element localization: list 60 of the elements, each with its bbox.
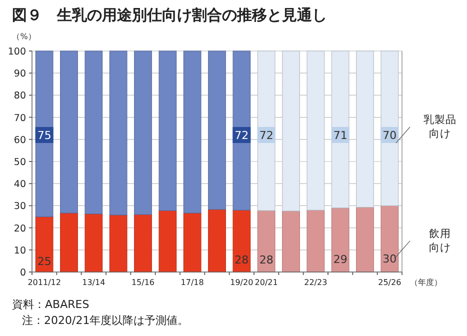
bar xyxy=(84,214,103,272)
bar xyxy=(331,208,350,272)
bar xyxy=(158,50,177,211)
x-tick-label: 17/18 xyxy=(180,278,204,287)
y-tick-label: 30 xyxy=(14,201,26,212)
y-tick-label: 20 xyxy=(14,223,26,234)
y-tick-label: 10 xyxy=(14,245,26,256)
data-label: 70 xyxy=(382,128,397,142)
bar xyxy=(35,216,54,272)
data-label: 72 xyxy=(259,128,274,142)
bar xyxy=(380,205,399,272)
y-tick-label: 50 xyxy=(14,157,26,168)
bar xyxy=(84,50,103,214)
chart-title: 図９ 生乳の用途別仕向け割合の推移と見通し xyxy=(12,6,327,24)
data-label: 28 xyxy=(259,254,274,267)
x-tick-label: 13/14 xyxy=(82,278,106,287)
bar xyxy=(60,212,78,272)
text: 資料：ABARES xyxy=(12,298,90,311)
bar xyxy=(35,50,54,218)
x-tick-label: 20/21 xyxy=(254,278,278,287)
x-tick-label: 22/23 xyxy=(304,278,328,287)
y-tick-label: 80 xyxy=(14,90,26,102)
y-tick-label: 70 xyxy=(14,112,26,124)
bar xyxy=(282,210,300,272)
data-label: 71 xyxy=(333,128,348,142)
bar xyxy=(306,210,325,272)
x-tick-label: 2011/12 xyxy=(28,278,61,287)
bar xyxy=(109,214,128,272)
x-tick-label: 19/20 xyxy=(230,278,254,287)
y-axis-title: （%） xyxy=(12,32,36,41)
text: 飲用向け xyxy=(429,228,451,254)
x-axis-title: （年度） xyxy=(410,278,442,287)
y-tick-label: 40 xyxy=(14,179,26,190)
bar xyxy=(183,50,202,214)
bar xyxy=(208,50,226,210)
y-tick-label: 90 xyxy=(14,68,26,80)
data-label: 25 xyxy=(37,254,52,268)
text: 注：2020/21年度以降は予測値。 xyxy=(22,314,189,327)
y-tick-label: 60 xyxy=(14,134,26,146)
data-label: 28 xyxy=(234,254,249,267)
data-label: 75 xyxy=(37,128,52,142)
bar xyxy=(183,212,202,272)
text: 乳製品向け xyxy=(424,112,456,140)
x-tick-label: 15/16 xyxy=(131,278,155,287)
data-label: 72 xyxy=(234,128,249,142)
x-tick-label: 25/26 xyxy=(378,278,402,287)
y-tick-label: 0 xyxy=(20,268,26,278)
bar xyxy=(208,209,226,272)
bar xyxy=(232,50,251,210)
data-label: 29 xyxy=(333,253,348,266)
bar xyxy=(60,50,78,214)
bar xyxy=(109,50,128,216)
bar xyxy=(158,210,177,272)
data-label: 30 xyxy=(382,252,397,266)
bar xyxy=(257,210,276,272)
bar xyxy=(134,214,152,272)
bar xyxy=(232,210,251,272)
bar xyxy=(134,50,152,215)
y-tick-label: 100 xyxy=(8,46,26,58)
bar xyxy=(356,206,374,272)
